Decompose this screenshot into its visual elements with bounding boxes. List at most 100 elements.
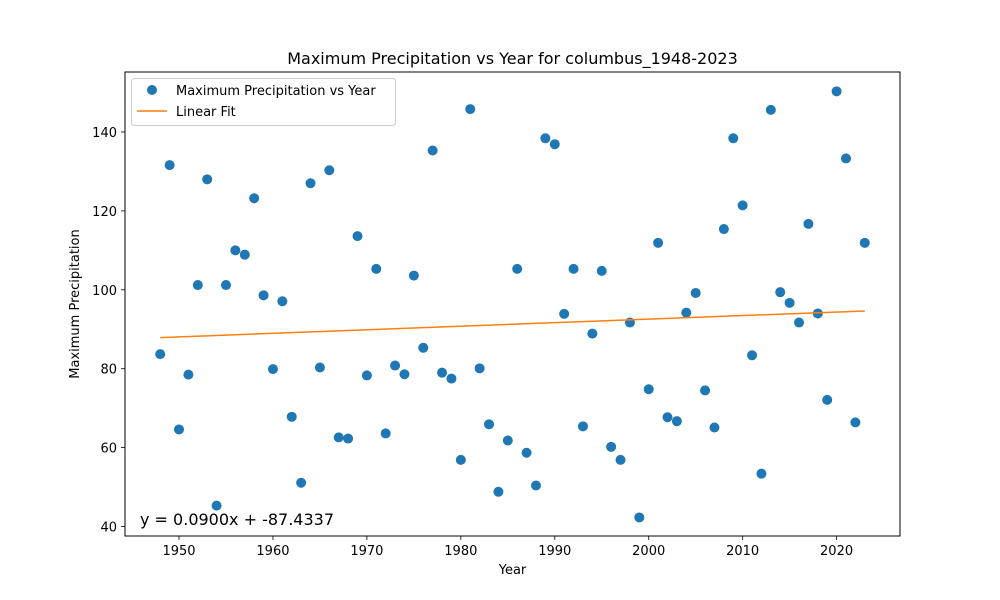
- data-point: [343, 433, 354, 444]
- data-point: [521, 447, 532, 458]
- data-point: [587, 328, 598, 339]
- x-tick-label: 1960: [256, 544, 289, 559]
- y-tick-label: 100: [92, 284, 117, 299]
- data-point: [230, 245, 241, 256]
- data-point: [305, 178, 316, 189]
- legend: Maximum Precipitation vs Year Linear Fit: [131, 78, 396, 126]
- data-point: [267, 364, 278, 375]
- data-point: [249, 193, 260, 204]
- fit-equation-annotation: y = 0.0900x + -87.4337: [140, 510, 334, 529]
- x-tick-label: 2010: [726, 544, 759, 559]
- data-point: [700, 385, 711, 396]
- data-point: [671, 416, 682, 427]
- data-point: [174, 424, 185, 435]
- y-tick-label: 140: [92, 126, 117, 141]
- data-point: [662, 412, 673, 423]
- data-point: [775, 287, 786, 298]
- y-axis: 40 60 80 100 120 140: [92, 126, 125, 536]
- data-point: [794, 317, 805, 328]
- data-point: [258, 290, 269, 301]
- y-tick-label: 60: [100, 442, 117, 457]
- data-point: [559, 308, 570, 319]
- data-point: [183, 369, 194, 380]
- x-tick-label: 1970: [350, 544, 383, 559]
- data-point: [352, 231, 363, 242]
- data-point: [333, 432, 344, 443]
- x-tick-label: 2020: [820, 544, 853, 559]
- data-point: [390, 360, 401, 371]
- y-axis-label: Maximum Precipitation: [68, 229, 83, 378]
- axes-frame: [124, 71, 901, 537]
- x-axis-label: Year: [498, 563, 527, 578]
- data-point: [850, 417, 861, 428]
- data-point: [324, 165, 335, 176]
- data-point: [747, 350, 758, 361]
- data-point: [859, 237, 870, 248]
- data-point: [831, 86, 842, 97]
- x-axis: 1950 1960 1970 1980 1990 2000 2010 2020: [162, 536, 853, 559]
- data-point: [568, 263, 579, 274]
- data-point: [493, 486, 504, 497]
- data-point: [606, 441, 617, 452]
- x-tick-label: 1990: [538, 544, 571, 559]
- data-point: [437, 367, 448, 378]
- y-tick-label: 120: [92, 205, 117, 220]
- data-point: [474, 363, 485, 374]
- data-point: [446, 373, 457, 384]
- data-point: [408, 270, 419, 281]
- data-point: [709, 422, 720, 433]
- legend-marker-scatter: [147, 85, 157, 95]
- data-point: [643, 384, 654, 395]
- legend-frame: [131, 78, 396, 126]
- data-point: [427, 145, 438, 156]
- data-point: [530, 480, 541, 491]
- data-point: [211, 500, 222, 511]
- data-point: [296, 477, 307, 488]
- data-point: [484, 419, 495, 430]
- data-point: [202, 174, 213, 185]
- x-tick-label: 1950: [162, 544, 195, 559]
- data-point: [549, 139, 560, 150]
- x-tick-label: 2000: [632, 544, 665, 559]
- data-point: [455, 454, 466, 465]
- linear-fit-line: [160, 310, 865, 339]
- data-point: [615, 454, 626, 465]
- data-point: [596, 265, 607, 276]
- data-point: [822, 394, 833, 405]
- chart-title: Maximum Precipitation vs Year for columb…: [287, 49, 738, 69]
- data-point: [239, 249, 250, 260]
- plot-area: [155, 86, 870, 523]
- legend-label-fit: Linear Fit: [176, 105, 236, 120]
- data-point: [361, 370, 372, 381]
- data-point: [418, 342, 429, 353]
- data-point: [399, 369, 410, 380]
- data-point: [728, 133, 739, 144]
- data-point: [502, 435, 513, 446]
- data-point: [286, 411, 297, 422]
- data-point: [737, 200, 748, 211]
- data-point: [465, 104, 476, 115]
- data-point: [380, 428, 391, 439]
- data-point: [653, 237, 664, 248]
- data-point: [784, 297, 795, 308]
- data-point: [314, 362, 325, 373]
- data-point: [512, 263, 523, 274]
- data-point: [718, 224, 729, 235]
- data-point: [155, 349, 166, 360]
- data-point: [192, 280, 203, 291]
- data-point: [540, 133, 551, 144]
- legend-label-scatter: Maximum Precipitation vs Year: [176, 84, 376, 99]
- data-point: [840, 153, 851, 164]
- y-tick-label: 80: [100, 363, 117, 378]
- data-point: [756, 468, 767, 479]
- data-point: [277, 296, 288, 307]
- data-point: [634, 512, 645, 523]
- data-point: [681, 307, 692, 318]
- data-point: [803, 218, 814, 229]
- data-point: [577, 421, 588, 432]
- data-point: [220, 280, 231, 291]
- y-tick-label: 40: [100, 521, 117, 536]
- data-point: [371, 263, 382, 274]
- data-point: [690, 287, 701, 298]
